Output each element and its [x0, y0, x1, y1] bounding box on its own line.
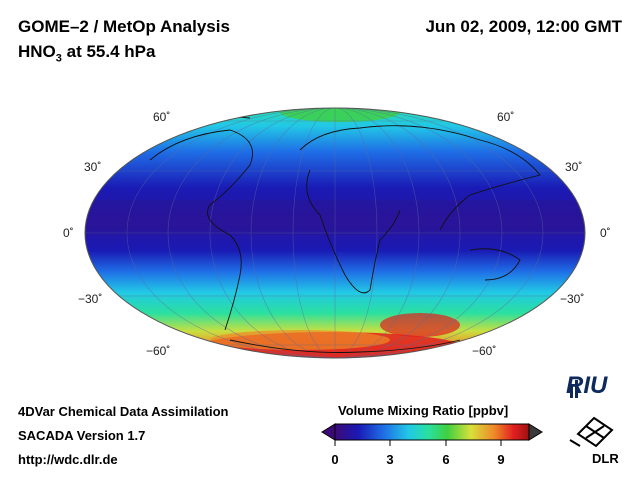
- colorbar-tick-9: 9: [497, 452, 505, 467]
- lat-label-left-0: 0˚: [63, 226, 74, 240]
- species-subscript: 3: [55, 52, 62, 65]
- subtitle-species: HNO3 at 55.4 hPa: [18, 42, 155, 64]
- colorbar-gradient: [334, 423, 530, 441]
- lat-label-right-30: 30˚: [565, 160, 583, 174]
- lat-label-right-neg60: −60˚: [472, 344, 497, 358]
- dlr-logo-icon: [569, 416, 614, 448]
- lat-label-left-neg30: −30˚: [78, 292, 103, 306]
- footer-version: SACADA Version 1.7: [18, 428, 146, 443]
- lat-label-right-0: 0˚: [600, 226, 611, 240]
- lat-label-right-neg30: −30˚: [560, 292, 585, 306]
- footer-method: 4DVar Chemical Data Assimilation: [18, 404, 229, 419]
- footer-url[interactable]: http://wdc.dlr.de: [18, 452, 118, 467]
- colorbar-max-arrow: [528, 423, 543, 441]
- dlr-logo: DLR: [592, 451, 619, 466]
- colorbar-min-arrow: [321, 423, 336, 441]
- lat-label-left-30: 30˚: [84, 160, 102, 174]
- colorbar-tick-6: 6: [442, 452, 450, 467]
- lat-label-right-60: 60˚: [497, 110, 515, 124]
- datetime: Jun 02, 2009, 12:00 GMT: [425, 17, 622, 36]
- riu-logo: RIU: [566, 372, 608, 399]
- riu-logo-icon: [570, 380, 578, 398]
- map-outline: [84, 107, 586, 359]
- lat-label-left-60: 60˚: [153, 110, 171, 124]
- colorbar-title: Volume Mixing Ratio [ppbv]: [338, 403, 509, 418]
- colorbar-tick-3: 3: [386, 452, 394, 467]
- lat-label-left-neg60: −60˚: [146, 344, 171, 358]
- colorbar-tick-0: 0: [331, 452, 339, 467]
- species-suffix: at 55.4 hPa: [61, 42, 156, 61]
- colorbar: [321, 423, 543, 446]
- species-prefix: HNO: [18, 42, 56, 61]
- map-field: [85, 108, 585, 358]
- title: GOME–2 / MetOp Analysis: [18, 17, 230, 36]
